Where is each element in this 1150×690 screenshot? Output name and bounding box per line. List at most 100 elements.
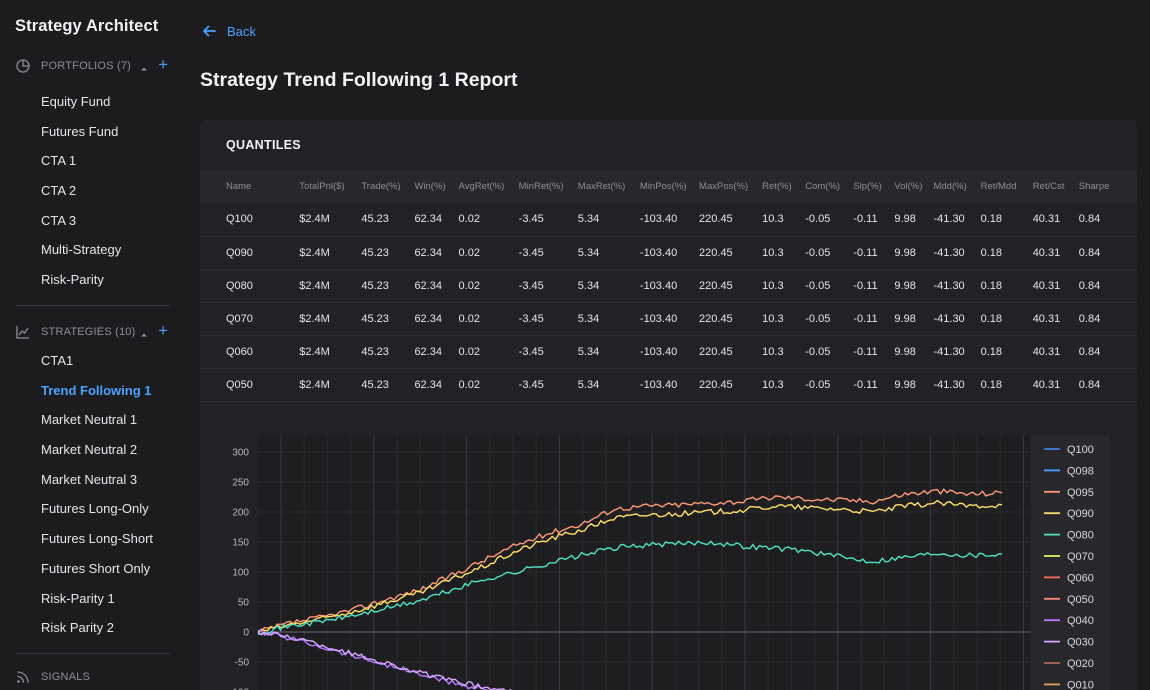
table-cell: 5.34 xyxy=(577,269,640,303)
table-cell: 0.84 xyxy=(1078,368,1137,402)
table-cell: $2.4M xyxy=(299,368,362,402)
caret-up-icon[interactable] xyxy=(139,327,149,337)
legend-label[interactable]: Q098 xyxy=(1067,465,1094,477)
sidebar-item-cta-3[interactable]: CTA 3 xyxy=(41,212,77,228)
table-cell: 10.3 xyxy=(762,302,806,336)
table-cell: 0.18 xyxy=(980,236,1033,270)
table-cell: 220.45 xyxy=(699,302,763,336)
table-row[interactable]: Q100 $2.4M 45.23 62.34 0.02 -3.45 5.34 -103.40 2… xyxy=(200,203,1137,237)
y-tick-label: -100 xyxy=(229,688,249,690)
legend-label[interactable]: Q095 xyxy=(1067,487,1094,499)
caret-up-icon[interactable] xyxy=(139,61,149,71)
table-cell: -41.30 xyxy=(933,335,981,369)
y-tick-label: 100 xyxy=(232,568,249,579)
table-header-row: Name TotalPnl($) Trade(%) Win(%) AvgRet(%) Mi… xyxy=(200,170,1137,203)
column-header[interactable]: MaxRet(%) xyxy=(577,170,640,203)
series-line xyxy=(257,540,1003,636)
column-header[interactable]: MinRet(%) xyxy=(518,170,578,203)
sidebar-item-cta1[interactable]: CTA1 xyxy=(41,353,74,368)
table-cell: 0.02 xyxy=(458,203,519,237)
column-header[interactable]: Sharpe xyxy=(1078,170,1137,203)
table-cell: 9.98 xyxy=(894,203,934,237)
column-header[interactable]: Trade(%) xyxy=(361,170,415,203)
sidebar-item-market-neutral-1[interactable]: Market Neutral 1 xyxy=(41,412,138,428)
table-cell: -3.45 xyxy=(518,203,578,237)
column-header[interactable]: Name xyxy=(200,170,300,203)
table-cell: -3.45 xyxy=(518,302,578,336)
sidebar-item-futures-short-only[interactable]: Futures Short Only xyxy=(41,560,151,576)
table-row[interactable]: Q090 $2.4M 45.23 62.34 0.02 -3.45 5.34 -103.40 2… xyxy=(200,236,1137,270)
column-header[interactable]: Ret/Mdd xyxy=(980,170,1033,203)
legend-label[interactable]: Q030 xyxy=(1067,637,1094,649)
table-cell: 0.02 xyxy=(458,302,519,336)
sidebar-item-risk-parity[interactable]: Risk-Parity xyxy=(41,272,104,288)
table-cell: 45.23 xyxy=(361,302,415,336)
sidebar-item-cta-1[interactable]: CTA 1 xyxy=(41,153,77,169)
table-cell: -103.40 xyxy=(639,236,700,270)
sidebar-item-futures-long-short[interactable]: Futures Long-Short xyxy=(41,531,154,547)
table-cell: 5.34 xyxy=(577,236,640,270)
legend-label[interactable]: Q020 xyxy=(1067,658,1094,670)
legend-label[interactable]: Q010 xyxy=(1067,679,1094,690)
sidebar-item-market-neutral-3[interactable]: Market Neutral 3 xyxy=(41,471,138,487)
table-cell: 9.98 xyxy=(894,236,934,270)
signals-header[interactable]: SIGNALS xyxy=(15,668,170,686)
series-line xyxy=(257,488,1003,632)
table-cell: -0.05 xyxy=(805,302,854,336)
table-cell: -0.11 xyxy=(853,302,895,336)
table-cell: 0.18 xyxy=(980,335,1033,369)
table-row[interactable]: Q060 $2.4M 45.23 62.34 0.02 -3.45 5.34 -103.40 2… xyxy=(200,335,1137,369)
strategies-header[interactable]: STRATEGIES (10) + xyxy=(15,321,170,341)
column-header[interactable]: Win(%) xyxy=(414,170,459,203)
sidebar-item-market-neutral-2[interactable]: Market Neutral 2 xyxy=(41,442,138,458)
y-tick-label: 50 xyxy=(238,598,250,609)
portfolios-header[interactable]: PORTFOLIOS (7) + xyxy=(15,55,170,75)
column-header[interactable]: AvgRet(%) xyxy=(458,170,519,203)
table-cell: -0.05 xyxy=(805,203,854,237)
column-header[interactable]: Ret(%) xyxy=(762,170,806,203)
sidebar-item-futures-fund[interactable]: Futures Fund xyxy=(41,123,119,139)
sidebar-item-multi-strategy[interactable]: Multi-Strategy xyxy=(41,242,122,258)
legend-label[interactable]: Q040 xyxy=(1067,615,1094,627)
legend-label[interactable]: Q070 xyxy=(1067,551,1094,563)
column-header[interactable]: Slp(%) xyxy=(853,170,895,203)
table-cell: 10.3 xyxy=(762,203,806,237)
table-cell: -3.45 xyxy=(518,335,578,369)
legend-label[interactable]: Q050 xyxy=(1067,594,1094,606)
column-header[interactable]: MinPos(%) xyxy=(639,170,700,203)
sidebar-item-cta-2[interactable]: CTA 2 xyxy=(41,183,77,199)
sidebar-item-trend-following-1[interactable]: Trend Following 1 xyxy=(41,382,152,398)
sidebar-item-futures-long-only[interactable]: Futures Long-Only xyxy=(41,501,149,517)
column-header[interactable]: MaxPos(%) xyxy=(699,170,763,203)
add-strategy-button[interactable]: + xyxy=(158,321,168,340)
table-cell: -0.05 xyxy=(805,335,854,369)
table-cell: 62.34 xyxy=(414,335,459,369)
back-button[interactable]: Back xyxy=(201,23,256,39)
table-cell: 40.31 xyxy=(1032,236,1079,270)
column-header[interactable]: Ret/Cst xyxy=(1032,170,1079,203)
add-portfolio-button[interactable]: + xyxy=(158,55,168,74)
table-row[interactable]: Q070 $2.4M 45.23 62.34 0.02 -3.45 5.34 -103.40 2… xyxy=(200,302,1137,336)
table-cell: 9.98 xyxy=(894,335,934,369)
legend-label[interactable]: Q090 xyxy=(1067,508,1094,520)
table-cell: 0.84 xyxy=(1078,335,1137,369)
table-row[interactable]: Q050 $2.4M 45.23 62.34 0.02 -3.45 5.34 -103.40 2… xyxy=(200,368,1137,402)
legend-label[interactable]: Q100 xyxy=(1067,444,1094,456)
column-header[interactable]: Com(%) xyxy=(805,170,854,203)
sidebar-item-risk-parity-2[interactable]: Risk Parity 2 xyxy=(41,620,114,636)
sidebar-item-equity-fund[interactable]: Equity Fund xyxy=(41,94,111,109)
column-header[interactable]: Vol(%) xyxy=(894,170,934,203)
legend-label[interactable]: Q060 xyxy=(1067,572,1094,584)
table-cell: -103.40 xyxy=(639,368,700,402)
column-header[interactable]: Mdd(%) xyxy=(933,170,981,203)
y-tick-label: 150 xyxy=(232,538,249,549)
table-row[interactable]: Q080 $2.4M 45.23 62.34 0.02 -3.45 5.34 -103.40 2… xyxy=(200,269,1137,303)
table-cell: -103.40 xyxy=(639,302,700,336)
table-cell: 62.34 xyxy=(414,203,459,237)
table-cell: 45.23 xyxy=(361,236,415,270)
column-header[interactable]: TotalPnl($) xyxy=(299,170,362,203)
table-cell: -103.40 xyxy=(639,269,700,303)
legend-label[interactable]: Q080 xyxy=(1067,530,1094,542)
sidebar-item-risk-parity-1[interactable]: Risk-Parity 1 xyxy=(41,590,115,606)
table-cell: $2.4M xyxy=(299,269,362,303)
